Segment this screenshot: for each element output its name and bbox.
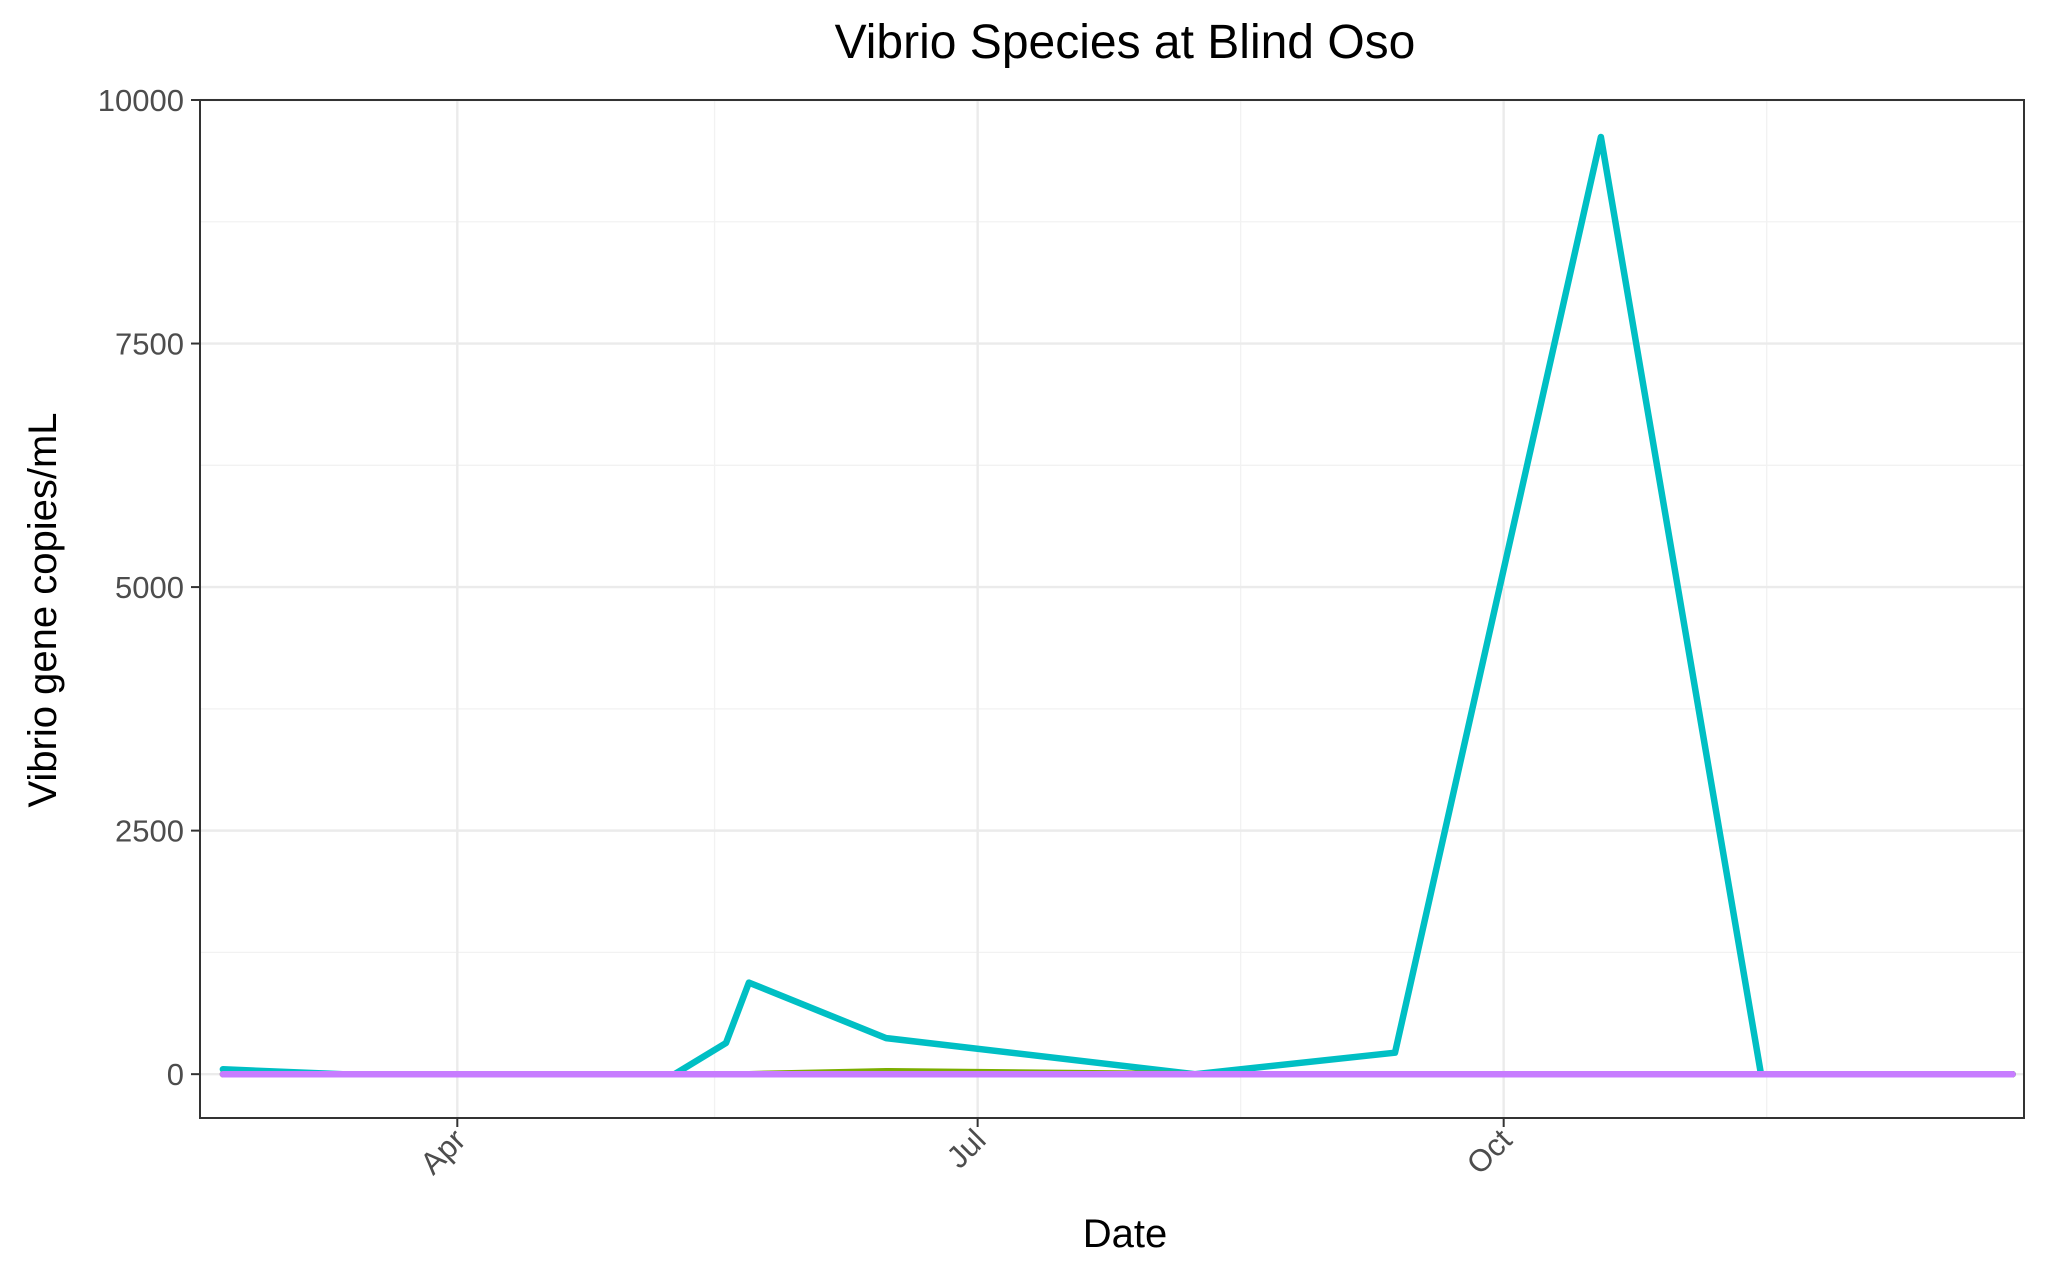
x-tick-label: Apr bbox=[413, 1122, 472, 1181]
x-tick-label: Jul bbox=[940, 1122, 993, 1175]
series-group bbox=[219, 133, 2016, 1078]
axes: 0 2500 5000 7500 10000 Apr Jul Oct bbox=[98, 83, 1519, 1181]
y-tick-label: 7500 bbox=[115, 327, 184, 362]
y-tick-label: 2500 bbox=[115, 814, 184, 849]
y-tick-label: 0 bbox=[167, 1057, 184, 1092]
y-axis-title: Vibrio gene copies/mL bbox=[21, 412, 65, 807]
panel-border bbox=[199, 99, 2025, 1119]
y-tick-label: 10000 bbox=[98, 83, 184, 118]
chart-title: Vibrio Species at Blind Oso bbox=[835, 16, 1416, 69]
grid bbox=[199, 98, 2024, 1118]
series-line-1 bbox=[219, 133, 2016, 1078]
x-tick-label: Oct bbox=[1460, 1122, 1519, 1181]
x-axis-title: Date bbox=[1083, 1212, 1168, 1256]
y-tick-label: 5000 bbox=[115, 570, 184, 605]
